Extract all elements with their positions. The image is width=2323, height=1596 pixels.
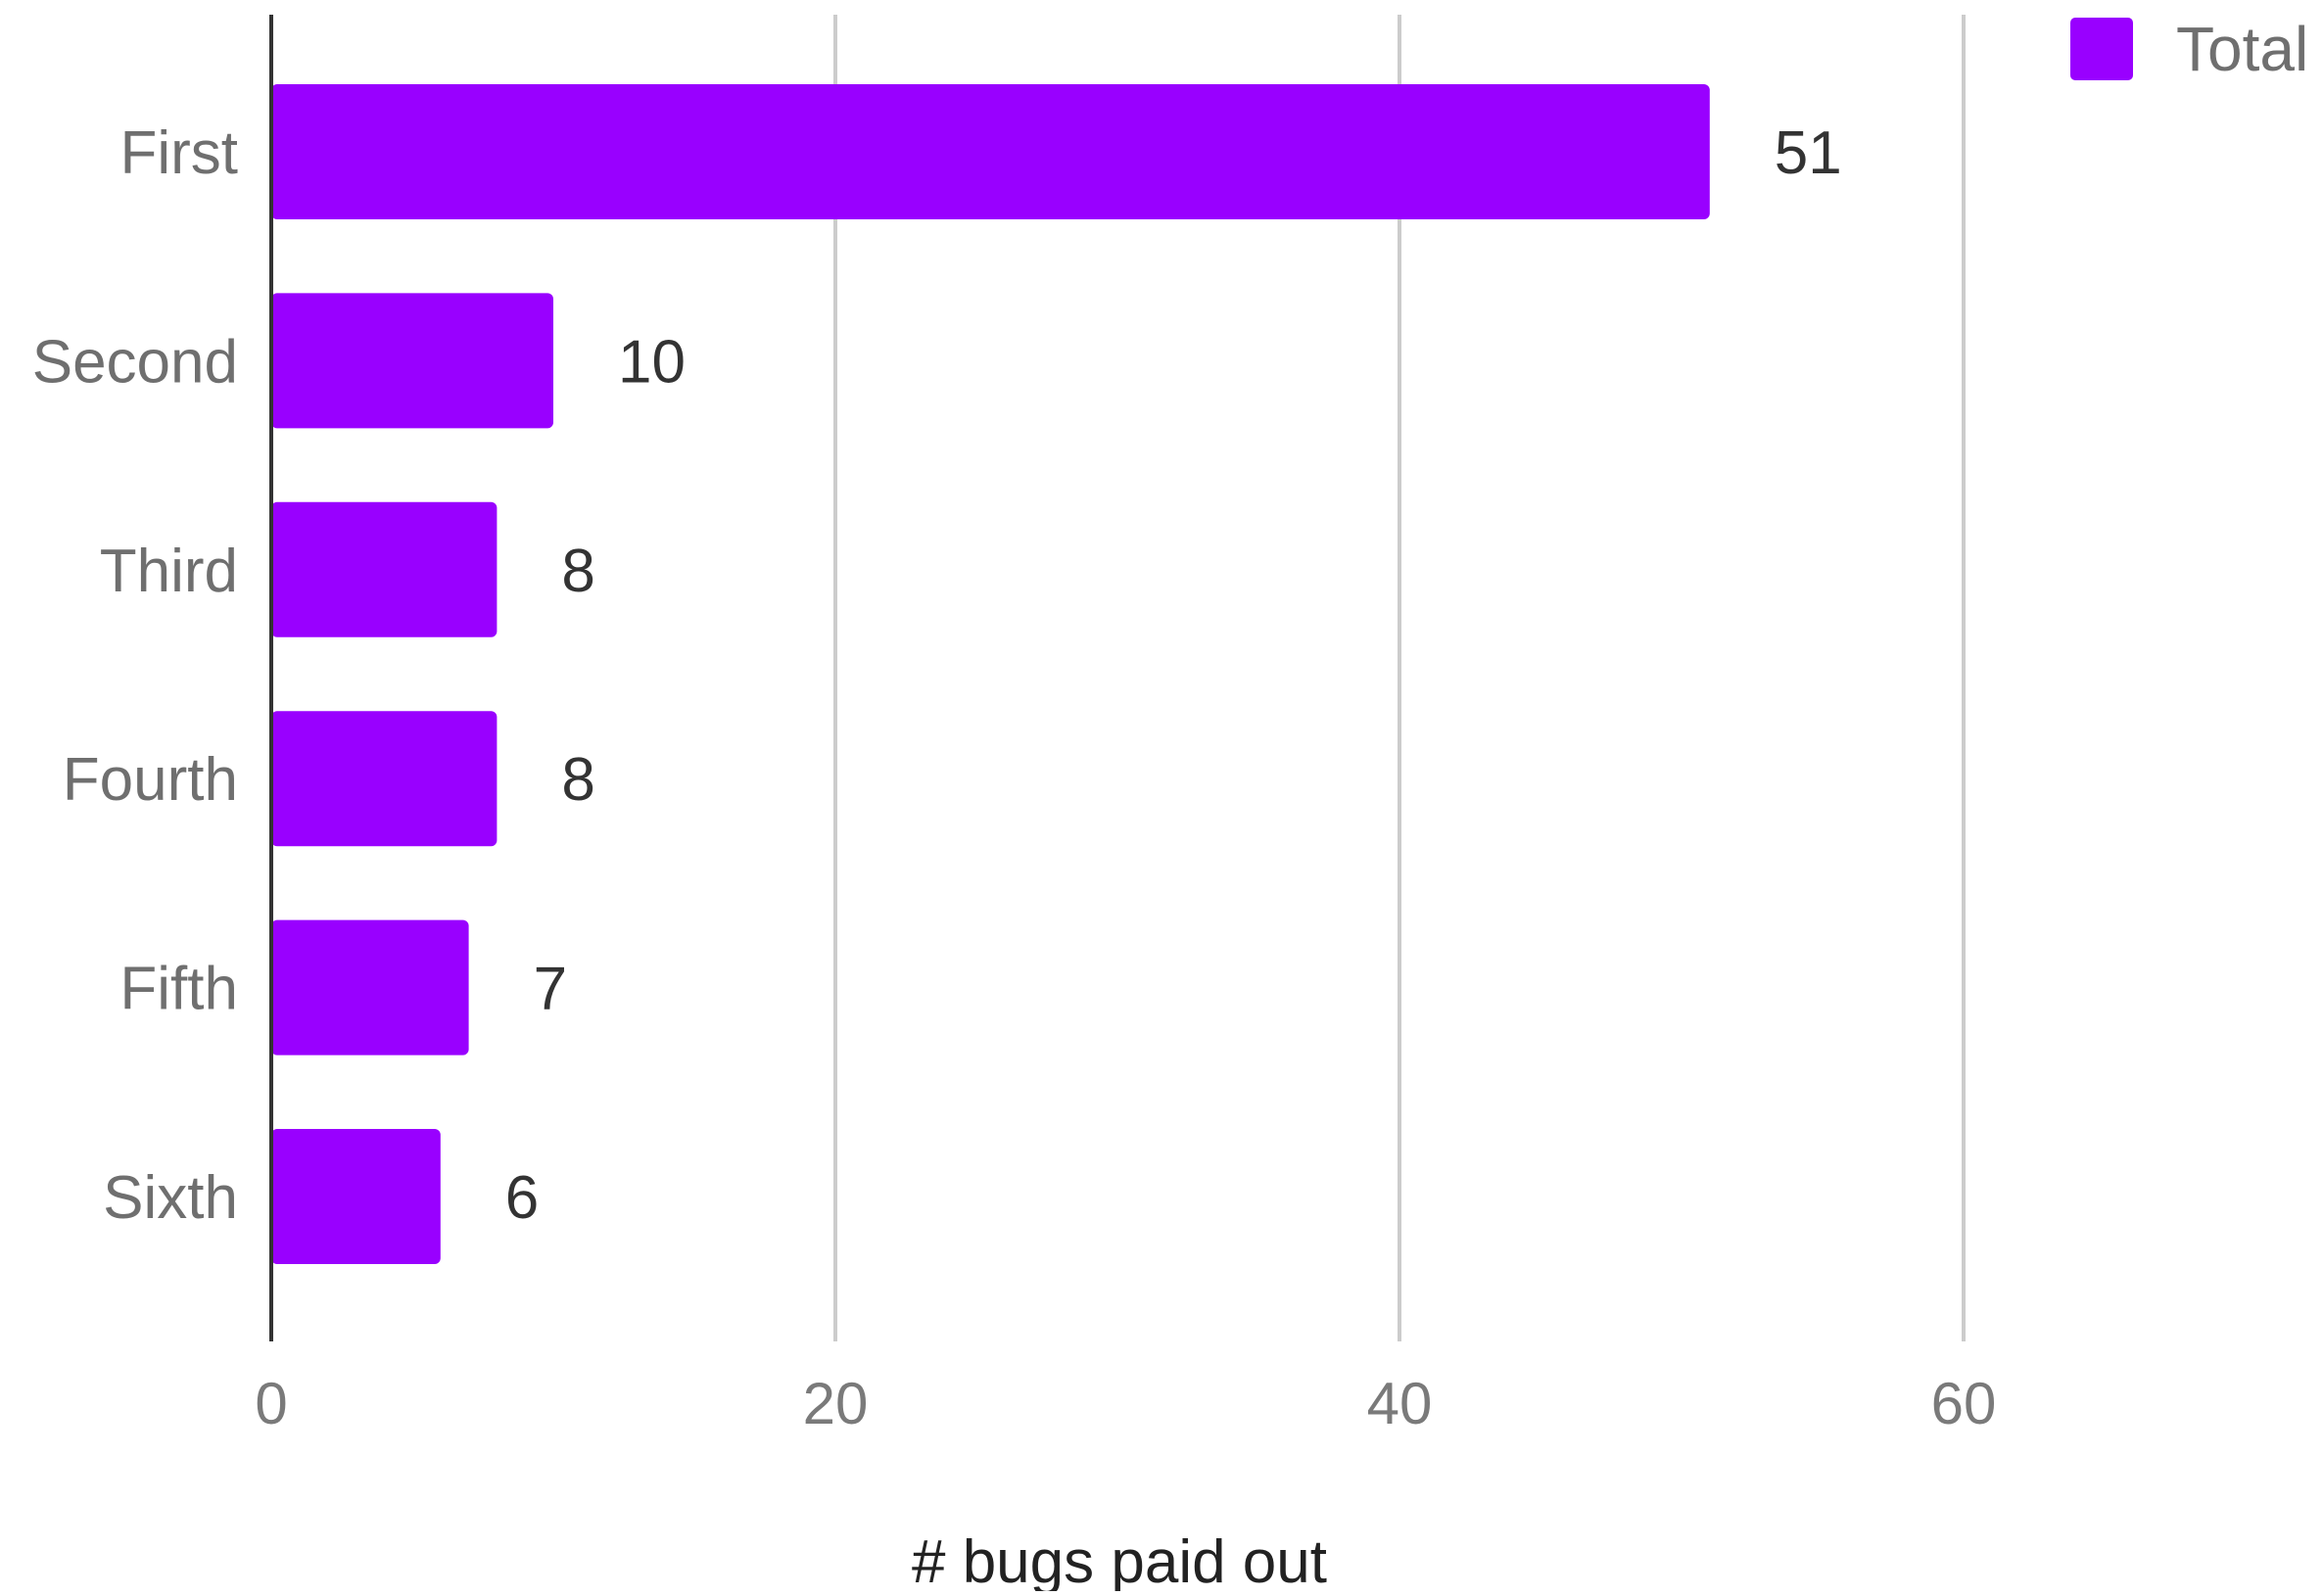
x-tick-label-40: 40 bbox=[1367, 1371, 1433, 1436]
value-label-sixth: 6 bbox=[505, 1164, 539, 1232]
bars bbox=[271, 84, 1710, 1264]
value-label-second: 10 bbox=[618, 328, 686, 396]
bar-second bbox=[271, 293, 553, 429]
category-label-third: Third bbox=[100, 538, 238, 605]
category-label-fifth: Fifth bbox=[119, 956, 238, 1023]
value-label-fourth: 8 bbox=[561, 746, 594, 814]
category-label-second: Second bbox=[32, 328, 238, 396]
value-label-first: 51 bbox=[1775, 119, 1842, 187]
bar-fifth bbox=[271, 919, 469, 1056]
x-tick-label-60: 60 bbox=[1931, 1371, 1997, 1436]
legend: Total bbox=[2070, 14, 2308, 84]
x-tick-label-0: 0 bbox=[255, 1371, 287, 1436]
labels: 0 20 40 60 First 51 Second 10 Third 8 Fourth 8 Fifth… bbox=[32, 119, 1997, 1436]
category-label-first: First bbox=[119, 119, 238, 187]
gridlines bbox=[833, 15, 1966, 1341]
bar-third bbox=[271, 501, 498, 637]
bar-sixth bbox=[271, 1129, 441, 1264]
legend-swatch bbox=[2070, 18, 2133, 80]
category-label-sixth: Sixth bbox=[103, 1164, 238, 1232]
x-axis-title: # bugs paid out bbox=[912, 1528, 1327, 1591]
category-label-fourth: Fourth bbox=[63, 746, 238, 814]
x-tick-label-20: 20 bbox=[803, 1371, 869, 1436]
bar-first bbox=[271, 84, 1710, 219]
bar-fourth bbox=[271, 711, 498, 847]
legend-label: Total bbox=[2176, 14, 2308, 84]
value-label-third: 8 bbox=[561, 538, 594, 605]
value-label-fifth: 7 bbox=[534, 956, 567, 1023]
